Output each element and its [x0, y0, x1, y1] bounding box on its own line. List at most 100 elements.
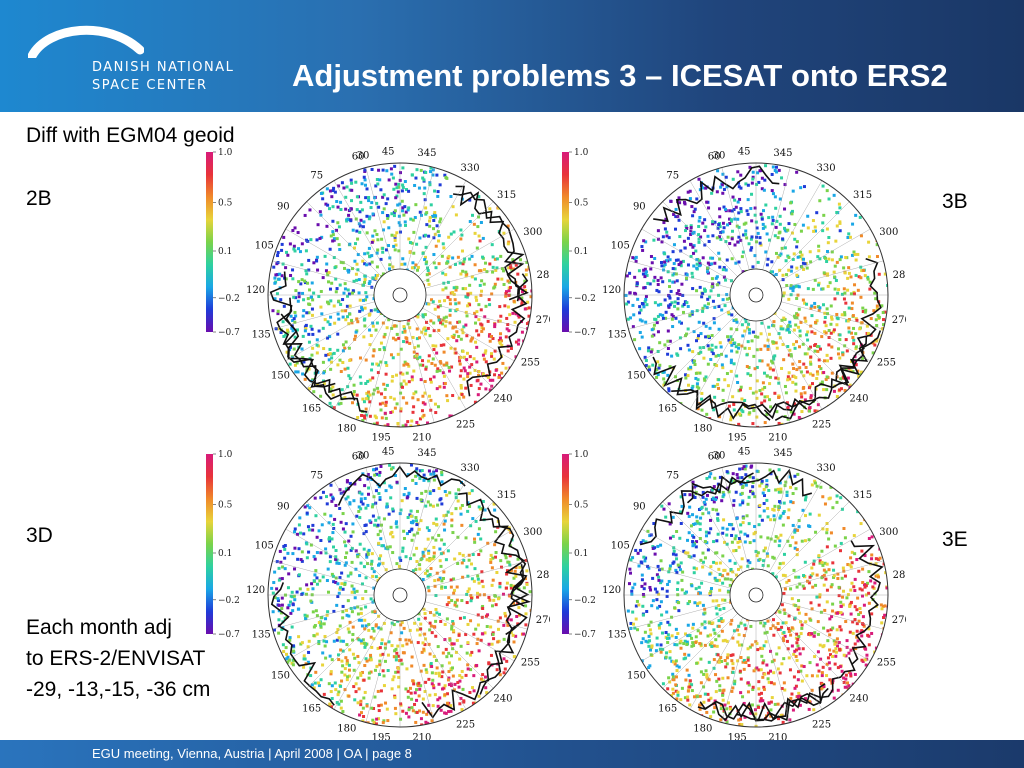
label-3e: 3E — [942, 528, 968, 551]
longitude-label: 210 — [768, 733, 787, 740]
longitude-label: 180 — [337, 724, 356, 735]
colorbar-scale — [206, 152, 213, 332]
longitude-label: 240 — [493, 394, 512, 405]
longitude-label: 210 — [768, 433, 787, 442]
colorbar-tick-label: 0.1 — [218, 247, 232, 257]
longitude-label: 60 — [352, 452, 365, 463]
label-2b: 2B — [26, 187, 52, 210]
longitude-label: 195 — [728, 433, 747, 442]
longitude-label: 345 — [773, 148, 792, 159]
longitude-label: 300 — [879, 227, 898, 238]
longitude-label: 315 — [853, 190, 872, 201]
longitude-label: 240 — [849, 394, 868, 405]
colorbar-tick-label: −0.7 — [218, 328, 240, 338]
longitude-label: 120 — [246, 585, 265, 596]
longitude-label: 105 — [255, 541, 274, 552]
longitude-label: 30 — [713, 150, 726, 161]
footer-bar: EGU meeting, Vienna, Austria | April 200… — [0, 740, 1024, 768]
colorbar-scale — [206, 454, 213, 634]
longitude-label: 330 — [461, 163, 480, 174]
longitude-label: 330 — [817, 463, 836, 474]
longitude-label: 345 — [773, 448, 792, 459]
longitude-label: 135 — [252, 330, 271, 341]
longitude-label: 30 — [713, 450, 726, 461]
dnsc-logo: DANISH NATIONAL SPACE CENTER — [28, 22, 268, 102]
longitude-label: 270 — [892, 615, 906, 626]
longitude-label: 270 — [536, 615, 550, 626]
label-3b: 3B — [942, 190, 968, 213]
colorbar-scale — [562, 454, 569, 634]
map-outline — [267, 462, 533, 728]
colorbar-tick-label: 1.0 — [574, 450, 589, 460]
polar-map-3e-figure: 1.0 0.5 0.1 −0.2 −0.7 345 330 315 300 285 270 255 24… — [562, 446, 906, 740]
longitude-label: 285 — [893, 270, 906, 281]
note-line-2: to ERS-2/ENVISAT — [26, 647, 206, 670]
longitude-label: 60 — [708, 452, 721, 463]
longitude-label: 105 — [611, 541, 630, 552]
pole-hole — [729, 568, 783, 622]
colorbar-tick-label: 1.0 — [218, 450, 233, 460]
longitude-label: 300 — [523, 527, 542, 538]
colorbar-tick-label: −0.7 — [574, 630, 596, 640]
longitude-label: 285 — [893, 570, 906, 581]
note-line-3: -29, -13,-15, -36 cm — [26, 678, 211, 701]
longitude-label: 90 — [277, 501, 290, 512]
longitude-label: 225 — [456, 719, 475, 730]
longitude-label: 210 — [412, 733, 431, 740]
longitude-label: 330 — [817, 163, 836, 174]
longitude-label: 255 — [521, 358, 540, 369]
colorbar-tick-label: −0.2 — [218, 294, 240, 304]
map-outline — [623, 462, 889, 728]
longitude-label: 45 — [738, 446, 751, 457]
longitude-label: 90 — [277, 201, 290, 212]
longitude-label: 315 — [497, 190, 516, 201]
longitude-label: 90 — [633, 501, 646, 512]
longitude-label: 180 — [337, 424, 356, 435]
longitude-label: 135 — [252, 630, 271, 641]
longitude-label: 270 — [892, 315, 906, 326]
polar-map-3d: 1.0 0.5 0.1 −0.2 −0.7 345 330 315 300 285 270 255 24… — [200, 446, 550, 740]
longitude-label: 30 — [357, 150, 370, 161]
longitude-label: 75 — [666, 171, 679, 182]
longitude-label: 255 — [521, 658, 540, 669]
longitude-label: 180 — [693, 424, 712, 435]
colorbar-tick-label: 0.5 — [574, 500, 589, 510]
longitude-label: 45 — [738, 146, 751, 157]
longitude-label: 105 — [255, 241, 274, 252]
longitude-label: 165 — [658, 703, 677, 714]
longitude-label: 75 — [310, 471, 323, 482]
longitude-label: 255 — [877, 658, 896, 669]
longitude-label: 165 — [302, 403, 321, 414]
longitude-label: 180 — [693, 724, 712, 735]
longitude-label: 195 — [372, 433, 391, 442]
longitude-label: 225 — [812, 419, 831, 430]
longitude-label: 30 — [357, 450, 370, 461]
longitude-label: 75 — [666, 471, 679, 482]
colorbar-tick-label: 0.5 — [574, 198, 589, 208]
longitude-label: 120 — [246, 285, 265, 296]
polar-map-2b-figure: 1.0 0.5 0.1 −0.2 −0.7 345 330 315 300 285 270 255 24… — [206, 146, 550, 442]
footer-text: EGU meeting, Vienna, Austria | April 200… — [92, 746, 412, 761]
longitude-label: 255 — [877, 358, 896, 369]
longitude-label: 285 — [537, 570, 550, 581]
map-outline — [267, 162, 533, 428]
longitude-label: 330 — [461, 463, 480, 474]
colorbar-tick-label: −0.7 — [574, 328, 596, 338]
longitude-label: 165 — [658, 403, 677, 414]
longitude-label: 285 — [537, 270, 550, 281]
logo-arc-icon — [28, 25, 144, 58]
longitude-label: 195 — [728, 733, 747, 740]
longitude-label: 225 — [812, 719, 831, 730]
longitude-label: 345 — [417, 148, 436, 159]
colorbar-tick-label: −0.2 — [574, 294, 596, 304]
longitude-label: 45 — [382, 146, 395, 157]
diff-label: Diff with EGM04 geoid — [26, 124, 235, 147]
longitude-label: 90 — [633, 201, 646, 212]
longitude-label: 300 — [879, 527, 898, 538]
colorbar-tick-label: 0.5 — [218, 500, 233, 510]
colorbar-tick-label: −0.2 — [574, 596, 596, 606]
polar-map-2b: 1.0 0.5 0.1 −0.2 −0.7 345 330 315 300 285 270 255 24… — [200, 144, 550, 442]
polar-map-3d-figure: 1.0 0.5 0.1 −0.2 −0.7 345 330 315 300 285 270 255 24… — [206, 446, 550, 740]
longitude-label: 150 — [271, 371, 290, 382]
map-outline — [623, 162, 889, 428]
